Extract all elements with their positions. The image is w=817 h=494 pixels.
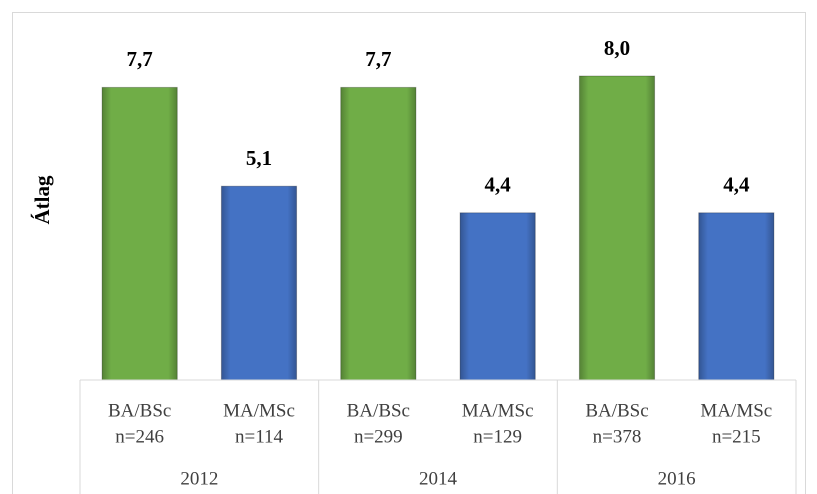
x-tick-label: BA/BSc (347, 400, 410, 421)
x-tick-label: n=129 (473, 426, 522, 447)
value-label: 7,7 (365, 47, 391, 71)
y-axis-label: Átlag (30, 175, 54, 224)
bar (101, 86, 178, 381)
chart-border (12, 12, 806, 494)
group-label: 2014 (419, 468, 458, 489)
bar (340, 86, 417, 381)
value-label: 4,4 (723, 173, 750, 197)
value-label: 8,0 (604, 36, 630, 60)
x-tick-label: MA/MSc (223, 400, 295, 421)
bar (220, 185, 298, 381)
x-tick-label: n=215 (712, 426, 761, 447)
x-tick-label: n=246 (115, 426, 164, 447)
bar (578, 75, 656, 381)
x-tick-label: n=299 (354, 426, 403, 447)
x-tick-label: BA/BSc (585, 400, 648, 421)
x-tick-label: BA/BSc (108, 400, 171, 421)
x-tick-label: n=114 (235, 426, 284, 447)
bar (698, 212, 775, 381)
group-label: 2016 (658, 468, 696, 489)
value-label: 5,1 (246, 146, 272, 170)
x-tick-label: MA/MSc (462, 400, 534, 421)
x-tick-label: MA/MSc (700, 400, 772, 421)
value-label: 7,7 (127, 47, 153, 71)
x-tick-label: n=378 (593, 426, 642, 447)
bar (459, 212, 536, 381)
group-label: 2012 (180, 468, 218, 489)
value-label: 4,4 (485, 173, 512, 197)
